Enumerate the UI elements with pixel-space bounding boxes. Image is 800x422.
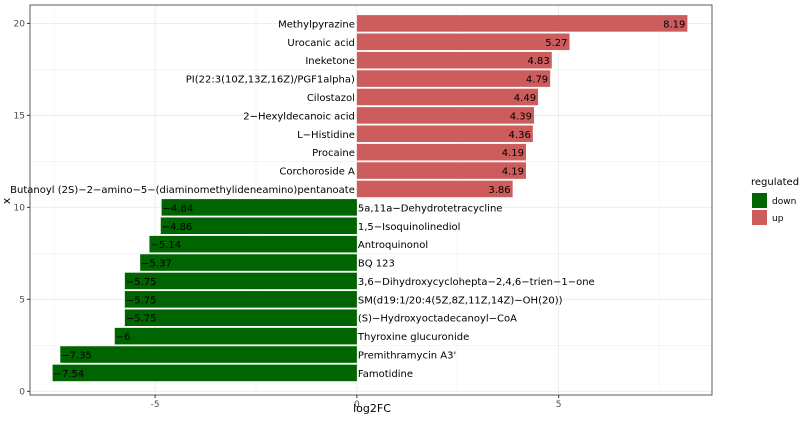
legend-entries: down up: [752, 193, 796, 225]
y-tick-label: 0: [19, 387, 25, 397]
bar-name-label: SM(d19:1/20:4(5Z,8Z,11Z,14Z)−OH(20)): [358, 295, 563, 306]
bar-name-label: 2−Hexyldecanoic acid: [243, 111, 355, 122]
bar-value-label: 4.39: [510, 111, 532, 122]
bar-name-label: 3,6−Dihydroxycyclohepta−2,4,6−trien−1−on…: [358, 277, 595, 288]
bar-name-label: Butanoyl (2S)−2−amino−5−(diaminomethylid…: [10, 185, 355, 196]
legend: regulated down up: [751, 177, 799, 225]
bar-down: [160, 217, 357, 235]
bar-value-label: −5.75: [126, 295, 157, 306]
bar-value-label: 4.83: [528, 56, 550, 67]
bar-value-label: 4.19: [502, 148, 524, 159]
bar-up: [356, 33, 570, 51]
y-tick-label: 15: [14, 111, 25, 121]
bar-name-label: Antroquinonol: [358, 240, 428, 251]
bar-up: [356, 70, 551, 87]
bar-name-label: 1,5−Isoquinolinediol: [358, 222, 461, 233]
legend-key-up: [752, 210, 767, 225]
bar-name-label: Corchoroside A: [279, 167, 355, 178]
legend-key-down: [752, 193, 767, 208]
y-axis-label: x: [0, 197, 13, 204]
axes-layer: -5 0 5 0 5 10 15 20: [14, 19, 562, 410]
bar-down: [52, 364, 357, 382]
bar-value-label: 8.19: [663, 19, 685, 30]
bars-layer: [52, 15, 688, 382]
bar-name-label: Cilostazol: [307, 93, 355, 104]
bar-value-label: −5.75: [126, 277, 157, 288]
bar-up: [356, 180, 513, 198]
bar-name-label: Ineketone: [305, 56, 355, 67]
bar-up: [356, 107, 535, 124]
bar-up: [356, 162, 526, 179]
bar-down: [161, 199, 357, 216]
bar-value-label: −5.37: [141, 259, 172, 270]
bar-value-label: 4.49: [514, 93, 536, 104]
bar-value-label: −4.86: [162, 222, 193, 233]
bar-up: [356, 15, 688, 32]
bar-down: [60, 346, 357, 363]
bar-name-label: Procaine: [312, 148, 355, 159]
panel-border: [29, 4, 713, 396]
bar-name-label: Urocanic acid: [287, 38, 355, 49]
y-tick-label: 10: [14, 203, 26, 213]
bar-value-label: −6: [116, 332, 131, 343]
bar-down: [140, 254, 357, 271]
bar-value-label: −5.14: [150, 240, 181, 251]
bar-name-label: PI(22:3(10Z,13Z,16Z)/PGF1alpha): [186, 75, 355, 86]
x-axis-label: log2FC: [353, 402, 391, 415]
bar-down: [124, 272, 357, 290]
bar-name-label: L−Histidine: [297, 130, 355, 141]
bar-value-label: −4.84: [163, 203, 194, 214]
bar-up: [356, 125, 533, 143]
bar-name-label: Premithramycin A3': [358, 351, 456, 362]
x-tick-label: 0: [354, 400, 360, 410]
bar-value-label: 3.86: [488, 185, 510, 196]
legend-title: regulated: [751, 177, 799, 188]
bar-down: [124, 291, 357, 308]
bar-down: [114, 327, 357, 345]
x-tick-label: 5: [556, 400, 562, 410]
x-tick-label: -5: [151, 400, 160, 410]
bar-up: [356, 143, 526, 161]
bar-value-label: 4.19: [502, 167, 524, 178]
y-tick-label: 5: [19, 295, 25, 305]
bar-value-label: −5.75: [126, 314, 157, 325]
bar-value-label: −7.35: [61, 351, 92, 362]
bar-value-label: −7.54: [54, 369, 85, 380]
bar-up: [356, 51, 552, 69]
bar-value-label: 4.79: [526, 75, 548, 86]
bar-up: [356, 88, 539, 106]
bar-down: [149, 235, 357, 253]
bar-down: [124, 309, 357, 327]
bar-name-label: Thyroxine glucuronide: [357, 332, 469, 343]
legend-label-down: down: [772, 197, 796, 207]
bar-name-label: Famotidine: [358, 369, 413, 380]
bar-name-label: Methylpyrazine: [278, 19, 355, 30]
y-tick-label: 20: [14, 19, 26, 29]
bar-name-label: (S)−Hydroxyoctadecanoyl−CoA: [358, 314, 517, 325]
bar-value-label: 4.36: [509, 130, 531, 141]
labels-layer: 8.19 Methylpyrazine 5.27 Urocanic acid 4.83 I…: [10, 19, 685, 380]
bar-value-label: 5.27: [545, 38, 567, 49]
legend-label-up: up: [772, 214, 784, 224]
bar-name-label: 5a,11a−Dehydrotetracycline: [358, 203, 503, 214]
bar-name-label: BQ 123: [358, 259, 395, 270]
